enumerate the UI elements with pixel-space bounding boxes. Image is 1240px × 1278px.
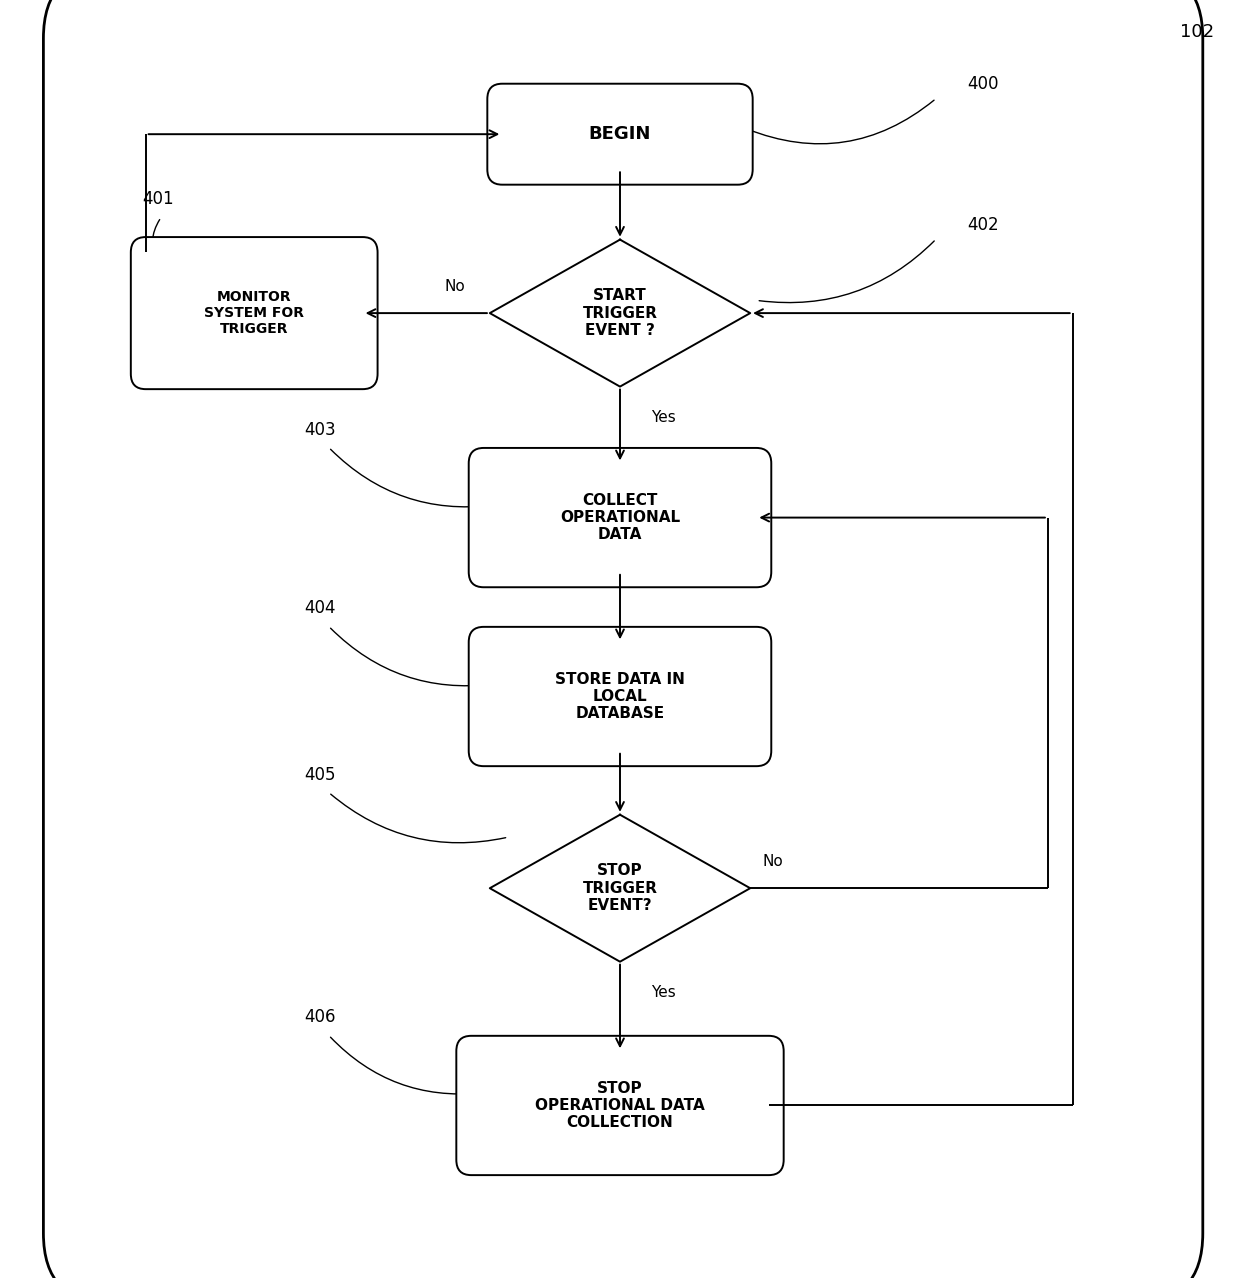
Polygon shape xyxy=(490,240,750,386)
Text: Yes: Yes xyxy=(651,409,676,424)
Text: 403: 403 xyxy=(304,420,336,438)
Text: 404: 404 xyxy=(304,599,335,617)
Text: BEGIN: BEGIN xyxy=(589,125,651,143)
FancyBboxPatch shape xyxy=(43,0,1203,1278)
Text: STOP
OPERATIONAL DATA
COLLECTION: STOP OPERATIONAL DATA COLLECTION xyxy=(536,1081,704,1130)
FancyBboxPatch shape xyxy=(469,626,771,766)
Text: 405: 405 xyxy=(304,766,335,783)
FancyBboxPatch shape xyxy=(469,449,771,588)
Text: START
TRIGGER
EVENT ?: START TRIGGER EVENT ? xyxy=(583,289,657,337)
FancyBboxPatch shape xyxy=(131,238,377,389)
Text: STORE DATA IN
LOCAL
DATABASE: STORE DATA IN LOCAL DATABASE xyxy=(556,672,684,721)
Text: 406: 406 xyxy=(304,1008,335,1026)
Text: 400: 400 xyxy=(967,75,998,93)
Text: Yes: Yes xyxy=(651,984,676,999)
Text: 102: 102 xyxy=(1179,23,1214,41)
Polygon shape xyxy=(490,815,750,961)
Text: No: No xyxy=(763,854,784,869)
FancyBboxPatch shape xyxy=(456,1035,784,1176)
Text: MONITOR
SYSTEM FOR
TRIGGER: MONITOR SYSTEM FOR TRIGGER xyxy=(205,290,304,336)
Text: No: No xyxy=(444,279,465,294)
Text: COLLECT
OPERATIONAL
DATA: COLLECT OPERATIONAL DATA xyxy=(560,493,680,542)
Text: 401: 401 xyxy=(143,190,175,208)
FancyBboxPatch shape xyxy=(487,84,753,185)
Text: STOP
TRIGGER
EVENT?: STOP TRIGGER EVENT? xyxy=(583,864,657,912)
Text: 402: 402 xyxy=(967,216,999,234)
